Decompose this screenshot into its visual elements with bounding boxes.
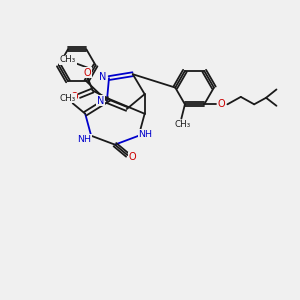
Text: NH: NH [138,130,152,139]
Text: O: O [128,152,136,162]
Text: CH₃: CH₃ [60,55,76,64]
Text: O: O [70,92,78,101]
Text: N: N [97,96,104,106]
Text: NH: NH [78,135,92,144]
Text: O: O [218,99,225,109]
Text: CH₃: CH₃ [60,94,76,103]
Text: N: N [99,72,106,82]
Text: CH₃: CH₃ [174,120,191,129]
Text: O: O [84,68,92,78]
